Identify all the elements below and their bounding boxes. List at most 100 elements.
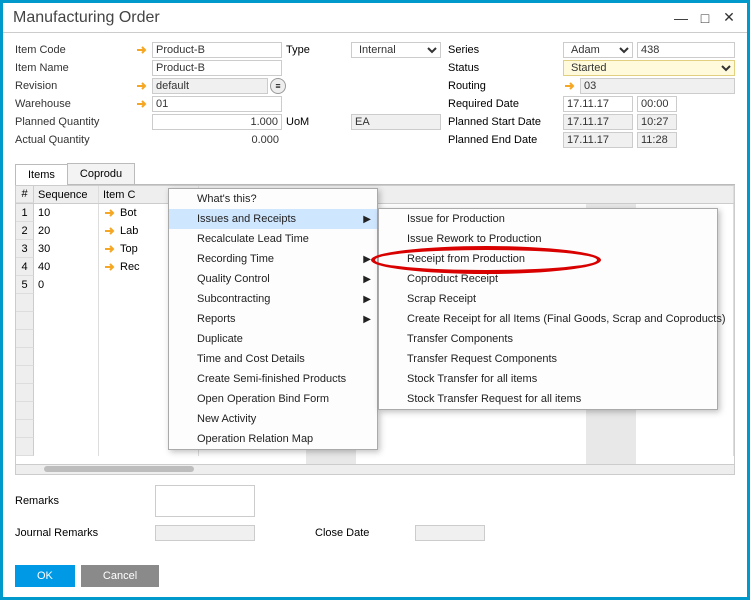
actual-qty-value <box>152 132 282 148</box>
maximize-button[interactable]: □ <box>697 10 713 26</box>
link-arrow-icon[interactable] <box>103 260 117 274</box>
menu-item[interactable]: Operation Relation Map <box>169 429 377 449</box>
menu-item[interactable]: Time and Cost Details <box>169 349 377 369</box>
row-number <box>16 420 34 438</box>
planned-start-label: Planned Start Date <box>448 116 563 128</box>
link-arrow-icon[interactable] <box>135 43 149 57</box>
menu-item[interactable]: New Activity <box>169 409 377 429</box>
context-menu-main[interactable]: What's this?Issues and Receipts▶Recalcul… <box>168 188 378 450</box>
menu-item[interactable]: Open Operation Bind Form <box>169 389 377 409</box>
chevron-right-icon: ▶ <box>363 274 371 285</box>
close-button[interactable]: ✕ <box>721 10 737 26</box>
cancel-button[interactable]: Cancel <box>81 565 159 587</box>
menu-item[interactable]: Create Semi-finished Products <box>169 369 377 389</box>
cell-sequence[interactable] <box>34 312 99 330</box>
planned-end-label: Planned End Date <box>448 134 563 146</box>
revision-input[interactable] <box>152 78 268 94</box>
planned-qty-label: Planned Quantity <box>15 116 135 128</box>
menu-item[interactable]: Stock Transfer for all items <box>379 369 717 389</box>
horizontal-scrollbar[interactable] <box>16 464 734 474</box>
cell-sequence[interactable] <box>34 384 99 402</box>
menu-item[interactable]: Recording Time▶ <box>169 249 377 269</box>
menu-item[interactable]: What's this? <box>169 189 377 209</box>
menu-item[interactable]: Create Receipt for all Items (Final Good… <box>379 309 717 329</box>
row-number <box>16 294 34 312</box>
type-select[interactable]: Internal <box>351 42 441 58</box>
menu-item[interactable]: Issue Rework to Production <box>379 229 717 249</box>
menu-item[interactable]: Recalculate Lead Time <box>169 229 377 249</box>
tabstrip: Items Coprodu <box>15 163 735 185</box>
menu-item[interactable]: Scrap Receipt <box>379 289 717 309</box>
menu-item[interactable]: Receipt from Production <box>379 249 717 269</box>
link-arrow-icon[interactable] <box>103 242 117 256</box>
type-label: Type <box>286 44 326 56</box>
planned-start-time <box>637 114 677 130</box>
row-number <box>16 348 34 366</box>
menu-item[interactable]: Subcontracting▶ <box>169 289 377 309</box>
tab-items[interactable]: Items <box>15 164 68 185</box>
row-number <box>16 312 34 330</box>
col-num[interactable]: # <box>16 186 34 203</box>
warehouse-label: Warehouse <box>15 98 135 110</box>
cell-sequence[interactable] <box>34 402 99 420</box>
item-name-input[interactable] <box>152 60 282 76</box>
menu-item[interactable]: Duplicate <box>169 329 377 349</box>
journal-remarks-input[interactable] <box>155 525 255 541</box>
cell-sequence[interactable] <box>34 366 99 384</box>
planned-end-date <box>563 132 633 148</box>
row-number: 3 <box>16 240 34 258</box>
link-arrow-icon[interactable] <box>135 97 149 111</box>
cell-sequence[interactable]: 10 <box>34 204 99 222</box>
tab-coproducts[interactable]: Coprodu <box>67 163 135 184</box>
cell-sequence[interactable]: 20 <box>34 222 99 240</box>
required-date-input[interactable] <box>563 96 633 112</box>
close-date-label: Close Date <box>315 527 395 539</box>
link-arrow-icon[interactable] <box>103 206 117 220</box>
chevron-right-icon: ▶ <box>363 294 371 305</box>
menu-item[interactable]: Transfer Request Components <box>379 349 717 369</box>
status-select[interactable]: Started <box>563 60 735 76</box>
cell-sequence[interactable] <box>34 294 99 312</box>
menu-item[interactable]: Reports▶ <box>169 309 377 329</box>
routing-input <box>580 78 735 94</box>
content-area: Item Code Item Name Revision <box>3 33 747 553</box>
uom-input <box>351 114 441 130</box>
menu-item[interactable]: Coproduct Receipt <box>379 269 717 289</box>
link-arrow-icon[interactable] <box>135 79 149 93</box>
required-time-input[interactable] <box>637 96 677 112</box>
menu-item[interactable]: Transfer Components <box>379 329 717 349</box>
cell-sequence[interactable] <box>34 420 99 438</box>
remarks-input[interactable] <box>155 485 255 517</box>
context-menu-issues-receipts[interactable]: Issue for ProductionIssue Rework to Prod… <box>378 208 718 410</box>
menu-item[interactable]: Issues and Receipts▶ <box>169 209 377 229</box>
cell-sequence[interactable]: 30 <box>34 240 99 258</box>
cell-sequence[interactable] <box>34 348 99 366</box>
cell-sequence[interactable]: 0 <box>34 276 99 294</box>
row-number <box>16 384 34 402</box>
link-arrow-icon[interactable] <box>103 224 117 238</box>
ok-button[interactable]: OK <box>15 565 75 587</box>
row-number: 4 <box>16 258 34 276</box>
link-arrow-icon[interactable] <box>563 79 577 93</box>
item-code-input[interactable] <box>152 42 282 58</box>
warehouse-input[interactable] <box>152 96 282 112</box>
uom-label: UoM <box>286 116 326 128</box>
row-number <box>16 366 34 384</box>
row-number: 5 <box>16 276 34 294</box>
cell-sequence[interactable] <box>34 438 99 456</box>
cell-sequence[interactable]: 40 <box>34 258 99 276</box>
menu-item[interactable]: Quality Control▶ <box>169 269 377 289</box>
item-name-label: Item Name <box>15 62 135 74</box>
list-icon[interactable]: ≡ <box>270 78 286 94</box>
close-date-input <box>415 525 485 541</box>
menu-item[interactable]: Stock Transfer Request for all items <box>379 389 717 409</box>
minimize-button[interactable]: — <box>673 10 689 26</box>
row-number: 1 <box>16 204 34 222</box>
series-no-input[interactable] <box>637 42 735 58</box>
col-sequence[interactable]: Sequence <box>34 186 99 203</box>
series-select[interactable]: Adam <box>563 42 633 58</box>
required-date-label: Required Date <box>448 98 563 110</box>
cell-sequence[interactable] <box>34 330 99 348</box>
menu-item[interactable]: Issue for Production <box>379 209 717 229</box>
planned-qty-input[interactable] <box>152 114 282 130</box>
